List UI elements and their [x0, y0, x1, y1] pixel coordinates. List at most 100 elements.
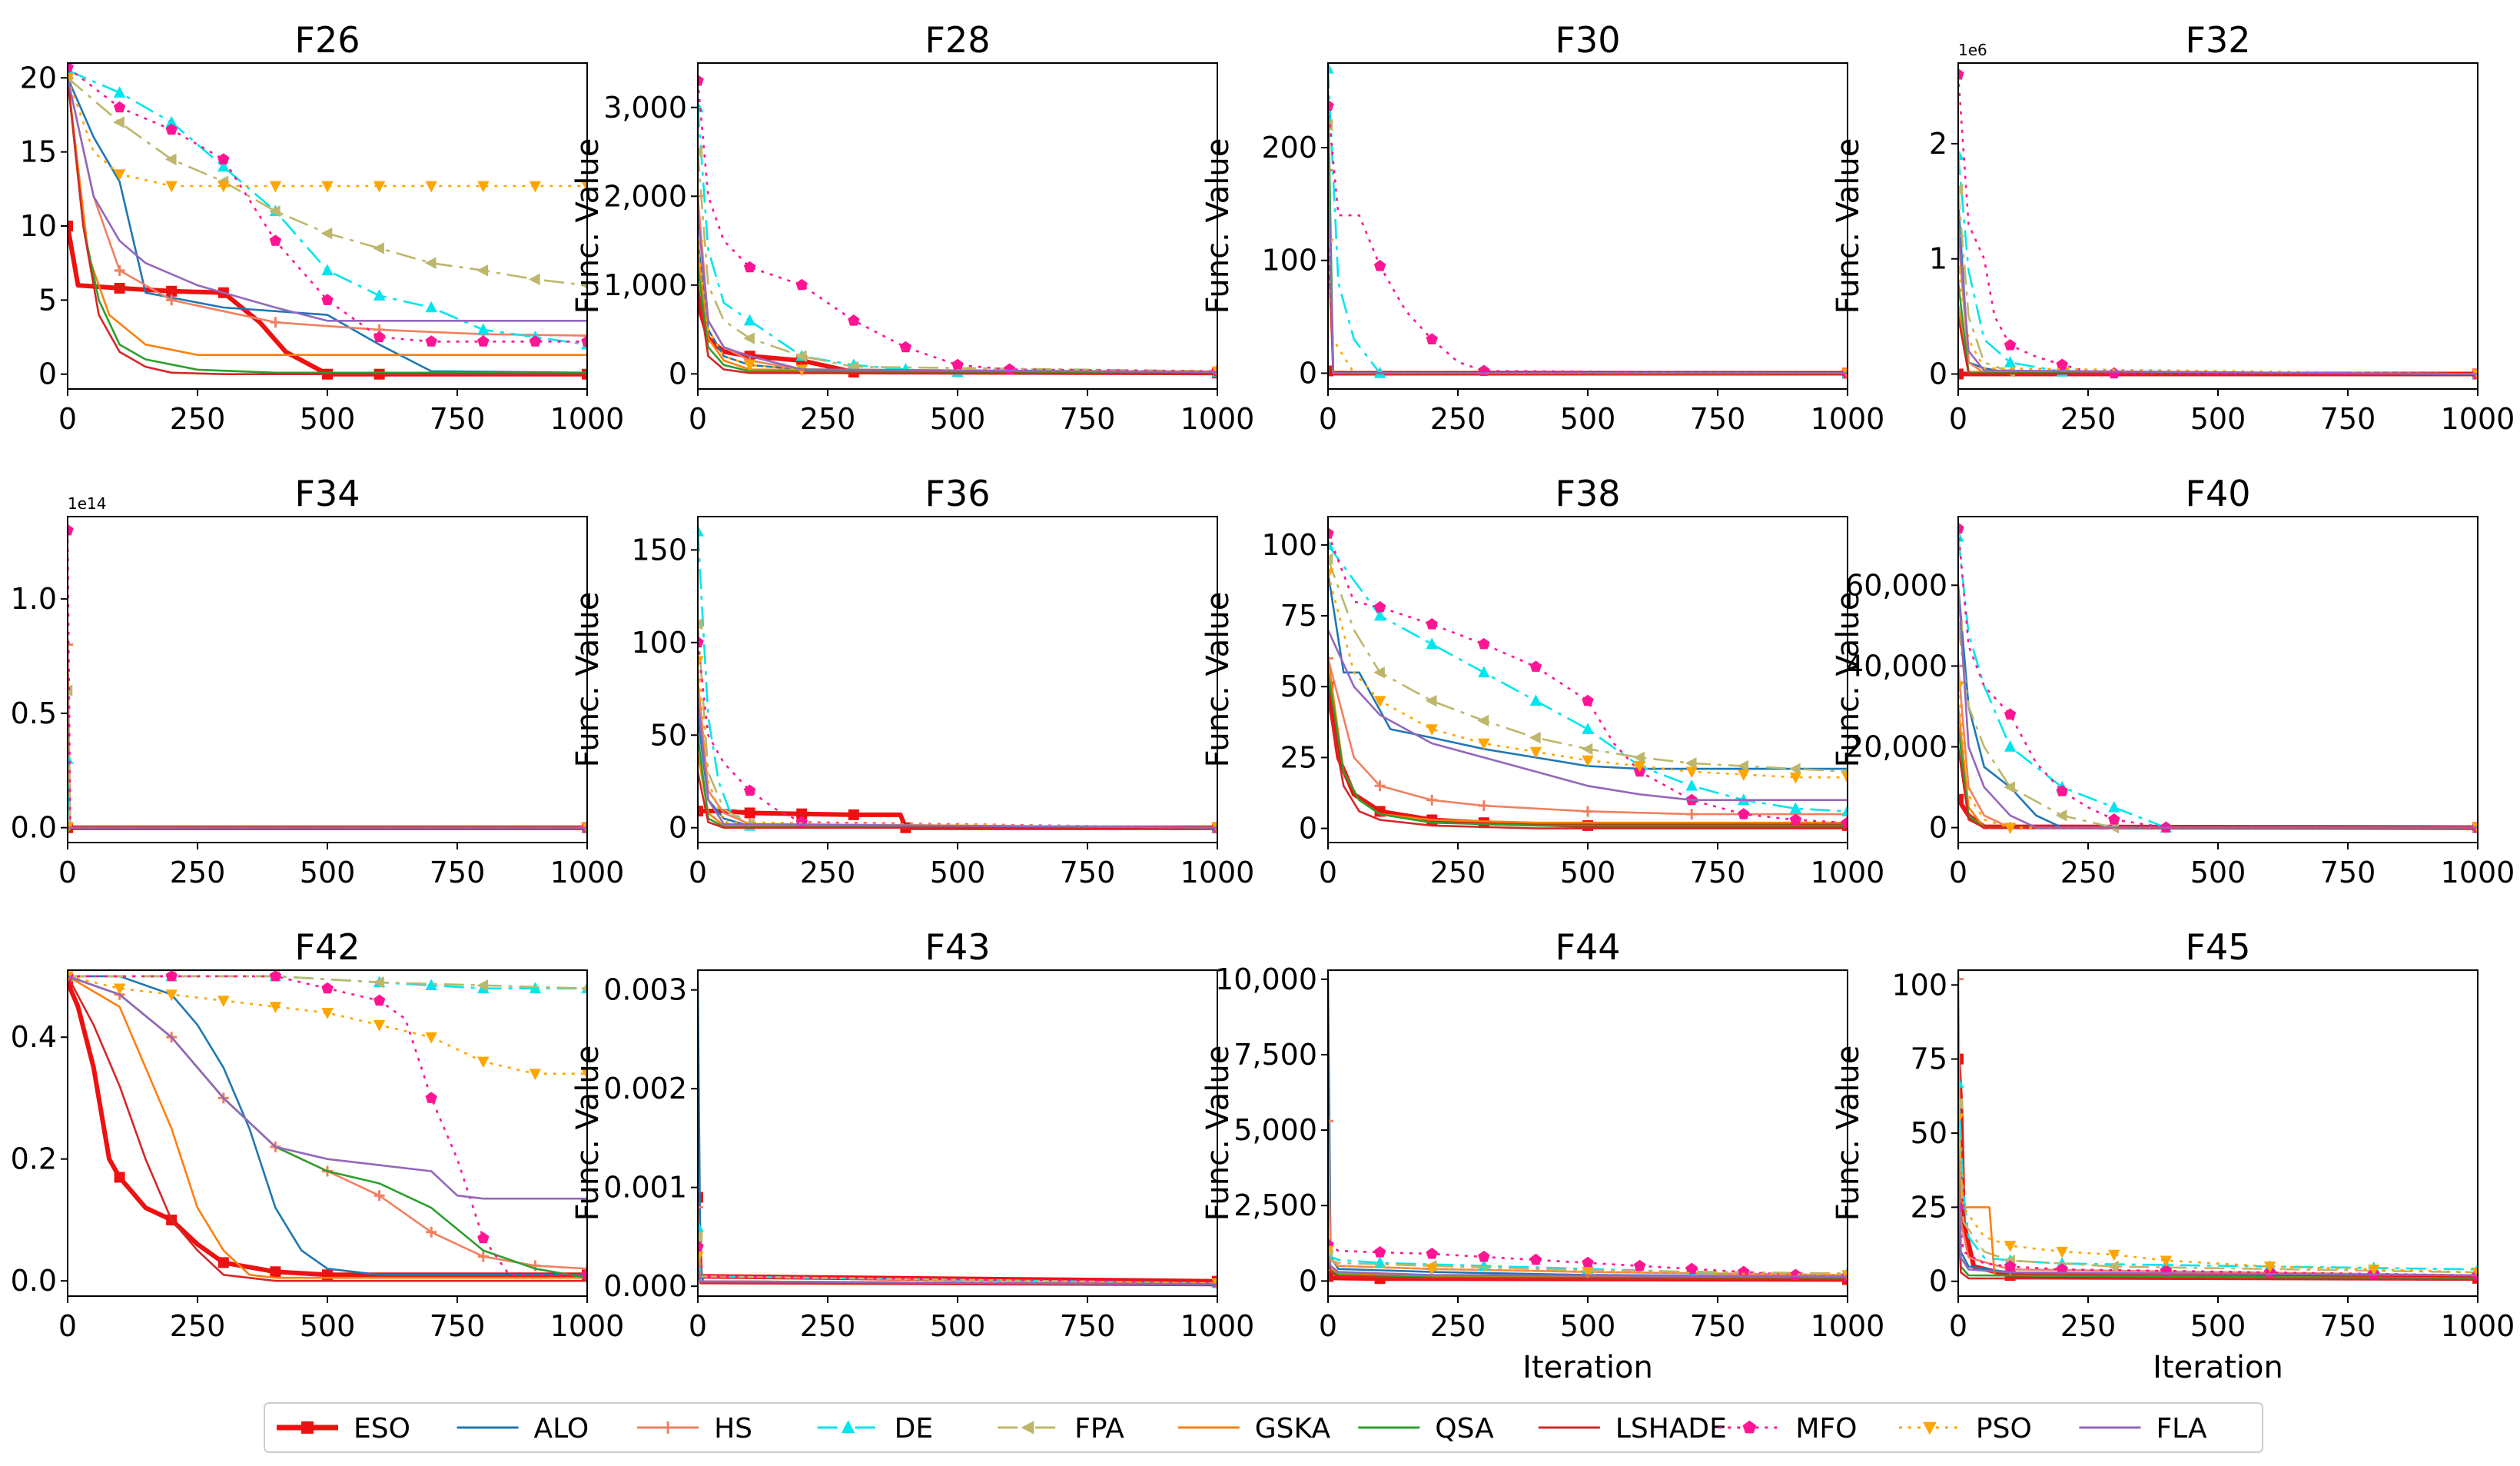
series-mfo-marker — [743, 261, 756, 273]
y-tick-label: 0 — [1299, 1264, 1317, 1298]
series-hs-marker — [1958, 973, 1964, 985]
series-mfo-marker — [1478, 1250, 1490, 1262]
series-pso-marker — [321, 181, 334, 193]
series-de-marker — [2108, 800, 2120, 813]
series-eso-marker — [744, 807, 755, 819]
legend-label: ALO — [534, 1413, 589, 1444]
series-alo-line — [698, 716, 1217, 829]
y-tick-label: 2,500 — [1233, 1188, 1317, 1222]
legend: ESO ALO HS DE FPA GSKA QSA LSHADE MFO PSO FLA — [264, 1402, 2263, 1453]
series-pso-marker — [1582, 755, 1594, 767]
legend-label: FLA — [2156, 1413, 2207, 1444]
series-pso-marker — [2472, 823, 2478, 834]
series-de-marker — [743, 314, 756, 326]
series-de-line — [1958, 1082, 2478, 1271]
series-fla-line — [698, 697, 1217, 829]
series-mfo-line — [68, 66, 587, 343]
legend-label: FPA — [1074, 1413, 1124, 1444]
series-mfo-marker — [1738, 1265, 1750, 1278]
x-tick-label: 250 — [170, 856, 226, 889]
chart-title: F38 — [1555, 473, 1621, 514]
y-tick-label: 0 — [1929, 357, 1947, 391]
y-tick-label: 15 — [20, 135, 57, 169]
series-alo-line — [698, 240, 1217, 374]
y-tick-label: 50 — [1280, 670, 1317, 703]
x-tick-label: 750 — [1690, 856, 1746, 889]
axes-frame — [1957, 969, 2478, 1297]
series-fpa-line — [1958, 189, 2478, 375]
series-alo-line — [68, 975, 587, 1276]
series-lshade-line — [1958, 316, 2478, 375]
series-qsa-line — [68, 975, 587, 1279]
x-axis-label: Iteration — [2153, 1350, 2283, 1385]
series-fpa-marker — [580, 985, 587, 992]
series-pso-marker — [113, 983, 126, 996]
series-eso-marker — [796, 808, 808, 819]
x-tick-label: 750 — [1690, 1309, 1746, 1343]
series-alo-line — [1958, 201, 2478, 375]
series-hs-line — [698, 196, 1217, 374]
y-tick-label: 75 — [1911, 1042, 1947, 1076]
series-mfo-marker — [698, 75, 704, 86]
series-fpa-marker — [1737, 760, 1749, 773]
x-tick-label: 750 — [1060, 856, 1116, 889]
x-tick-label: 0 — [689, 1309, 707, 1343]
y-tick-label: 20 — [20, 61, 57, 95]
y-axis-label: Func. Value — [570, 138, 606, 314]
y-tick-label: 0.0 — [11, 811, 57, 845]
y-tick-label: 200 — [1261, 131, 1317, 165]
series-qsa-line — [1958, 726, 2478, 829]
x-tick-label: 500 — [930, 402, 986, 436]
series-fpa-line — [1328, 1250, 1848, 1275]
series-fpa-marker — [795, 350, 807, 362]
axes-frame — [1327, 969, 1848, 1297]
series-de-marker — [1582, 723, 1594, 734]
subplot-f42: F42 Func. Value 0 250 500 750 1000 0.0 0.2 0.4 — [11, 926, 625, 1343]
plot-area — [68, 63, 587, 380]
x-tick-label: 500 — [1560, 1309, 1616, 1343]
series-mfo-marker — [2004, 708, 2017, 720]
series-pso-marker — [2056, 1246, 2068, 1258]
series-lshade-line — [1328, 1259, 1848, 1281]
y-tick-label: 0 — [669, 811, 687, 845]
x-tick-label: 1000 — [1180, 1309, 1255, 1343]
series-fpa-marker — [529, 273, 540, 286]
series-hs-line — [1958, 666, 2478, 829]
series-mfo-marker — [2108, 813, 2120, 825]
series-hs-line — [68, 975, 587, 1270]
series-mfo-marker — [1958, 68, 1964, 80]
series-alo-line — [1328, 573, 1848, 770]
series-pso-line — [698, 244, 1217, 373]
series-fla-line — [1328, 1253, 1848, 1278]
chart-title: F44 — [1555, 926, 1621, 968]
y-tick-label: 100 — [1261, 244, 1317, 278]
series-pso-line — [698, 660, 1217, 829]
series-pso-marker — [1426, 724, 1438, 736]
series-hs-line — [1328, 1121, 1848, 1276]
series-fpa-marker — [2055, 809, 2067, 822]
series-pso-marker — [1211, 366, 1217, 378]
axes-frame — [1957, 62, 2478, 390]
x-tick-label: 750 — [1060, 1309, 1116, 1343]
subplot-f45: F45 Func. Value Iteration 0 250 500 750 1000 0 25… — [1831, 926, 2515, 1385]
series-qsa-line — [1328, 91, 1848, 374]
series-pso-marker — [217, 996, 230, 1008]
series-mfo-marker — [1738, 808, 1750, 819]
y-axis-label: Func. Value — [1200, 1045, 1236, 1222]
chart-title: F40 — [2186, 473, 2251, 514]
series-fpa-marker — [1958, 1097, 1964, 1110]
series-pso-marker — [581, 181, 587, 193]
series-eso-marker — [1958, 793, 1964, 805]
plot-area — [1328, 527, 1848, 831]
x-tick-label: 250 — [800, 856, 856, 889]
series-pso-marker — [1841, 1270, 1848, 1282]
chart-title: F30 — [1555, 19, 1621, 61]
series-pso-marker — [2263, 1262, 2276, 1273]
legend-label: DE — [895, 1413, 933, 1444]
series-mfo-marker — [529, 335, 542, 347]
legend-item-fla: FLA — [2079, 1413, 2207, 1444]
series-mfo-marker — [1633, 1259, 1646, 1272]
series-mfo-marker — [425, 335, 437, 347]
series-fpa-marker — [698, 618, 703, 630]
series-lshade-line — [698, 772, 1217, 829]
